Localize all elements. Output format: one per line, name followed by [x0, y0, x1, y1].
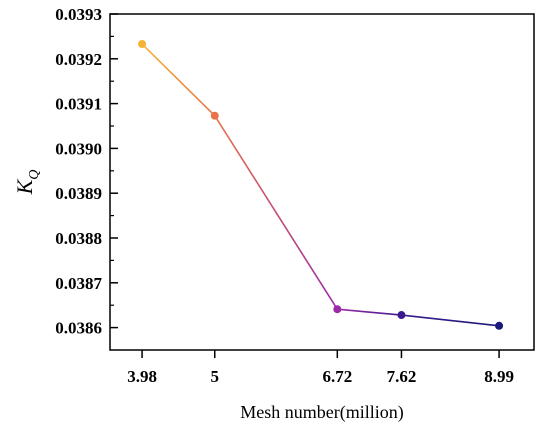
series-line-segment — [337, 308, 402, 316]
plot-frame — [109, 13, 535, 351]
x-axis-title: Mesh number(million) — [240, 402, 403, 423]
series-points — [138, 40, 504, 330]
x-tick-label: 7.62 — [387, 367, 417, 386]
x-tick-label: 6.72 — [322, 367, 352, 386]
x-tick-label: 8.99 — [484, 367, 514, 386]
y-tick-label: 0.0386 — [55, 319, 102, 338]
x-axis-ticks: 3.98 5 6.72 7.62 8.99 — [127, 350, 514, 386]
y-tick-label: 0.0392 — [55, 50, 102, 69]
series-lines — [141, 43, 500, 327]
y-axis-ticks: 0.0386 0.0387 0.0388 0.0389 0.0390 0.0391 0.03… — [55, 5, 118, 338]
y-tick-label: 0.0389 — [55, 184, 102, 203]
data-point — [495, 321, 504, 330]
y-tick-label: 0.0391 — [55, 95, 102, 114]
series-line-segment — [141, 43, 216, 117]
x-tick-label: 5 — [211, 367, 220, 386]
y-tick-label: 0.0393 — [55, 5, 102, 24]
y-tick-label: 0.0390 — [55, 139, 102, 158]
data-point — [397, 311, 406, 320]
data-point — [210, 111, 219, 120]
y-axis-title-sub: Q — [27, 170, 42, 180]
y-tick-label: 0.0387 — [55, 274, 102, 293]
series-line-segment — [401, 314, 500, 327]
y-tick-label: 0.0388 — [55, 229, 102, 248]
y-axis-title: KQ — [12, 170, 42, 196]
data-point — [333, 305, 342, 314]
y-axis-title-main: K — [12, 178, 37, 195]
data-point — [138, 40, 147, 49]
x-tick-label: 3.98 — [127, 367, 157, 386]
series-line-segment — [214, 115, 338, 310]
